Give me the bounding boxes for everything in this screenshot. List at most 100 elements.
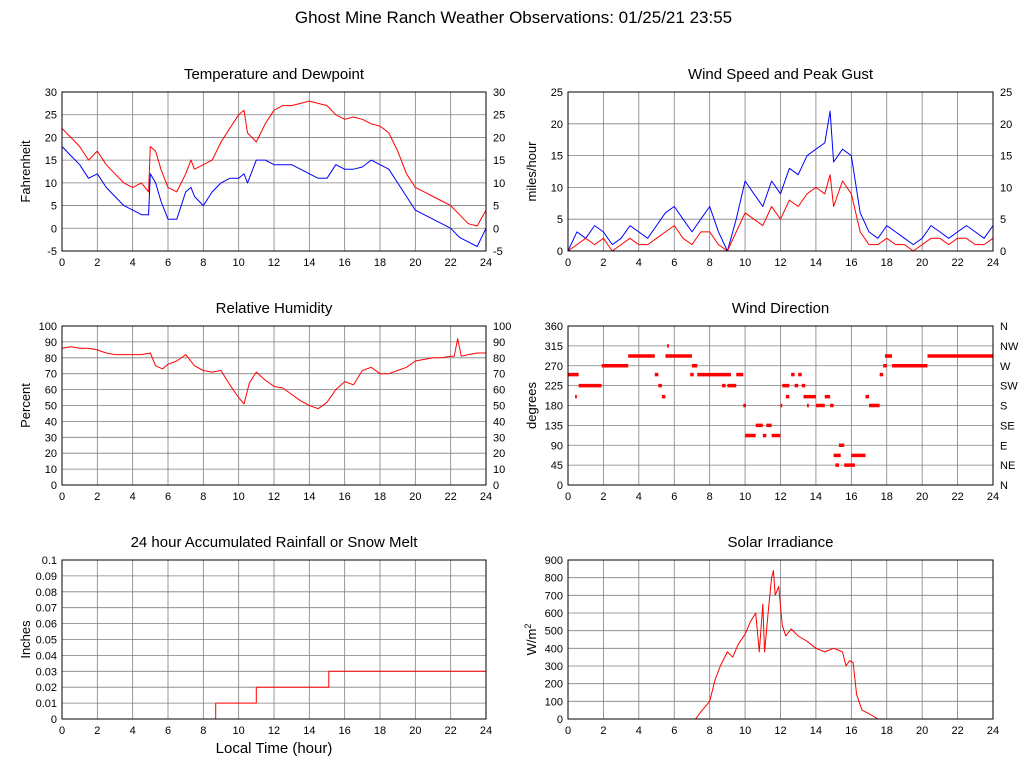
x-tick-label: 18 [881, 491, 893, 503]
right-y-tick-label: 10 [1000, 182, 1012, 194]
y-tick-label: 45 [551, 460, 563, 472]
x-tick-label: 14 [810, 257, 822, 269]
x-tick-label: 24 [480, 725, 492, 737]
x-tick-label: 12 [268, 257, 280, 269]
x-tick-label: 20 [409, 725, 421, 737]
x-tick-label: 18 [881, 725, 893, 737]
plot-frame [567, 325, 994, 486]
y-tick-label: 10 [551, 182, 563, 194]
x-tick-label: 16 [845, 491, 857, 503]
x-tick-label: 10 [233, 257, 245, 269]
y-tick-label: 0.06 [36, 619, 57, 631]
chart-title: Wind Direction [732, 300, 830, 317]
plot-frame [61, 91, 487, 252]
y-tick-label: 225 [545, 381, 563, 393]
page-title: Ghost Mine Ranch Weather Observations: 0… [294, 8, 733, 27]
y-tick-label: 0.01 [36, 698, 57, 710]
x-tick-label: 24 [480, 491, 492, 503]
y-tick-label: 800 [545, 573, 563, 585]
y-axis-label: Inches [18, 620, 33, 659]
y-tick-label: 60 [45, 385, 57, 397]
y-tick-label: 30 [45, 87, 57, 99]
y-tick-label: 600 [545, 608, 563, 620]
y-tick-label: 10 [45, 464, 57, 476]
x-tick-label: 2 [600, 491, 606, 503]
x-tick-label: 0 [565, 491, 571, 503]
x-tick-label: 18 [374, 725, 386, 737]
x-tick-label: 14 [303, 725, 315, 737]
x-tick-label: 12 [774, 257, 786, 269]
right-y-tick-label: 15 [493, 155, 505, 167]
x-tick-label: 0 [59, 491, 65, 503]
y-tick-label: 400 [545, 643, 563, 655]
y-axis-label: miles/hour [524, 141, 539, 202]
x-tick-label: 20 [916, 725, 928, 737]
y-tick-label: 10 [45, 178, 57, 190]
x-tick-label: 4 [636, 491, 642, 503]
right-y-tick-label: 15 [1000, 151, 1012, 163]
x-tick-label: 6 [671, 257, 677, 269]
x-tick-label: 4 [130, 257, 136, 269]
x-tick-label: 12 [268, 725, 280, 737]
x-tick-label: 6 [671, 491, 677, 503]
series-line-1 [567, 174, 994, 252]
x-tick-label: 14 [810, 725, 822, 737]
x-tick-label: 18 [374, 257, 386, 269]
right-y-tick-label: 30 [493, 432, 505, 444]
x-tick-label: 10 [739, 725, 751, 737]
series-line-0 [567, 110, 994, 252]
x-tick-label: 22 [445, 257, 457, 269]
x-tick-label: 6 [165, 257, 171, 269]
chart-rain: 24 hour Accumulated Rainfall or Snow Mel… [18, 534, 492, 757]
right-y-tick-label: SE [1000, 420, 1015, 432]
x-tick-label: 0 [59, 257, 65, 269]
y-tick-label: 200 [545, 679, 563, 691]
y-tick-label: 315 [545, 341, 563, 353]
x-tick-label: 2 [94, 257, 100, 269]
right-y-tick-label: -5 [493, 246, 503, 258]
right-y-tick-label: 0 [493, 223, 499, 235]
plot-frame [567, 559, 994, 720]
y-tick-label: 0.1 [42, 555, 57, 567]
y-tick-label: 0.08 [36, 587, 57, 599]
right-y-tick-label: NW [1000, 341, 1019, 353]
x-tick-label: 12 [774, 491, 786, 503]
x-tick-label: 24 [480, 257, 492, 269]
chart-title: Temperature and Dewpoint [184, 66, 365, 83]
x-tick-label: 2 [600, 257, 606, 269]
series-line-0 [62, 670, 486, 720]
x-tick-label: 10 [739, 491, 751, 503]
x-tick-label: 12 [268, 491, 280, 503]
y-tick-label: 40 [45, 416, 57, 428]
y-tick-label: 90 [551, 440, 563, 452]
x-tick-label: 4 [130, 491, 136, 503]
right-y-tick-label: 70 [493, 369, 505, 381]
y-tick-label: 25 [45, 110, 57, 122]
y-axis-label: Percent [18, 383, 33, 428]
y-tick-label: 100 [39, 321, 57, 333]
right-y-tick-label: N [1000, 480, 1008, 492]
right-y-tick-label: 5 [493, 201, 499, 213]
x-tick-label: 10 [233, 491, 245, 503]
x-tick-label: 20 [409, 491, 421, 503]
x-tick-label: 20 [916, 257, 928, 269]
series-line-0 [61, 338, 486, 410]
y-tick-label: 20 [45, 132, 57, 144]
y-tick-label: 0.05 [36, 635, 57, 647]
y-tick-label: 90 [45, 337, 57, 349]
y-tick-label: 15 [551, 151, 563, 163]
y-tick-label: 300 [545, 661, 563, 673]
x-tick-label: 20 [409, 257, 421, 269]
y-tick-label: 20 [551, 119, 563, 131]
x-tick-label: 20 [916, 491, 928, 503]
right-y-tick-label: 80 [493, 353, 505, 365]
y-tick-label: 0.04 [36, 650, 57, 662]
y-tick-label: 0 [557, 714, 563, 726]
y-tick-label: 900 [545, 555, 563, 567]
right-y-tick-label: 60 [493, 385, 505, 397]
right-y-tick-label: 90 [493, 337, 505, 349]
right-y-tick-label: 40 [493, 416, 505, 428]
x-tick-label: 22 [445, 725, 457, 737]
